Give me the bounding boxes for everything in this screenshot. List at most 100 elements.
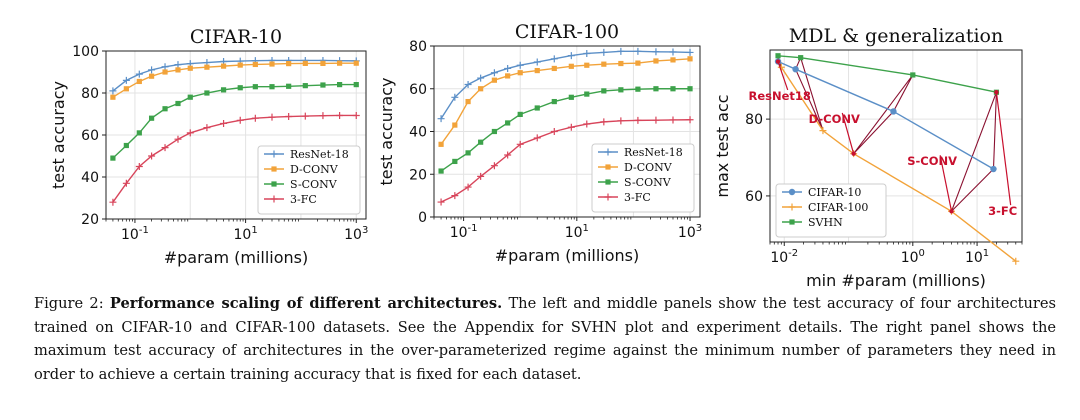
data-point <box>237 62 243 68</box>
data-point <box>220 87 227 93</box>
x-tick-label: 101 <box>233 225 257 243</box>
data-point <box>491 77 497 83</box>
x-tick-label: 10-1 <box>121 225 149 243</box>
panel-mdl-generalization: MDL & generalization 60 80 10-2 100 101 min #p… <box>713 25 1023 290</box>
x-tick-label: 101 <box>965 248 989 266</box>
data-point <box>635 86 641 92</box>
data-point <box>465 150 471 156</box>
data-point <box>670 57 676 63</box>
data-point <box>162 106 168 112</box>
data-point <box>135 163 143 170</box>
data-point <box>618 60 624 67</box>
data-point <box>567 52 575 60</box>
data-point <box>516 61 524 69</box>
data-point <box>990 165 997 173</box>
legend-label: CIFAR-10 <box>808 186 861 199</box>
data-point <box>792 66 799 73</box>
data-point <box>452 122 458 128</box>
data-point <box>236 116 244 124</box>
data-point <box>669 116 677 124</box>
data-point <box>337 60 343 66</box>
data-point <box>148 152 156 160</box>
data-point <box>490 162 498 170</box>
data-point <box>251 114 259 122</box>
chart-title: CIFAR-100 <box>515 21 619 43</box>
data-point <box>584 91 590 97</box>
legend-label: SVHN <box>808 216 843 229</box>
data-point <box>618 87 624 93</box>
annotation-label: 3-FC <box>988 204 1017 218</box>
data-point <box>162 69 168 75</box>
legend-swatch-marker <box>271 181 277 187</box>
legend-swatch-marker <box>789 219 795 225</box>
y-tick-label: 60 <box>745 189 763 205</box>
data-point <box>687 56 693 62</box>
data-point <box>136 130 142 136</box>
data-point <box>465 98 471 105</box>
data-point <box>252 84 258 90</box>
legend-label: ResNet-18 <box>624 146 683 159</box>
data-point <box>491 128 497 135</box>
data-point <box>123 142 129 149</box>
data-point <box>437 198 445 206</box>
annotation-label: D-CONV <box>809 112 860 126</box>
legend-swatch-marker <box>788 188 796 196</box>
annotation-arrow <box>841 112 855 154</box>
legend-swatch-marker <box>270 150 278 158</box>
data-point <box>269 61 275 67</box>
annotation-label: ResNet18 <box>749 89 811 103</box>
panel-cifar10: CIFAR-10 20 40 60 80 100 10-1 101 103 #param (mil… <box>49 26 368 267</box>
legend-swatch-marker <box>605 164 611 170</box>
data-point <box>286 83 292 89</box>
data-point <box>110 155 116 161</box>
caption-bold-title: Performance scaling of different archite… <box>109 295 503 312</box>
data-point <box>203 124 211 132</box>
data-point <box>186 129 194 137</box>
figure-caption: Figure 2: Performance scaling of differe… <box>34 292 1056 386</box>
data-point <box>320 60 326 66</box>
data-point <box>187 94 193 100</box>
legend-swatch-marker <box>605 179 611 185</box>
annotation-arrowhead <box>949 209 954 214</box>
annotation-arrow <box>939 155 953 212</box>
data-point <box>583 120 591 128</box>
data-point <box>617 117 625 125</box>
data-point <box>490 69 498 77</box>
data-point <box>269 84 275 90</box>
data-point <box>353 60 359 66</box>
legend-label: 3-FC <box>290 193 317 206</box>
data-point <box>451 192 459 200</box>
legend-label: ResNet-18 <box>290 148 349 161</box>
data-point <box>600 118 608 126</box>
data-point <box>652 116 660 124</box>
caption-body: The left and middle panels show the test… <box>34 295 1056 383</box>
x-axis-label: #param (millions) <box>164 248 309 267</box>
series-line <box>777 55 997 93</box>
y-tick-label: 100 <box>72 44 99 60</box>
legend-label: D-CONV <box>624 161 673 174</box>
annotation-arrow <box>995 92 1012 206</box>
data-point <box>819 127 827 135</box>
data-point <box>551 98 557 105</box>
data-point <box>652 48 660 56</box>
annotation-arrowhead <box>775 59 781 64</box>
data-point <box>669 48 677 56</box>
figure-panels: CIFAR-10 20 40 60 80 100 10-1 101 103 #param (mil… <box>49 21 1023 290</box>
data-point <box>910 72 916 78</box>
data-point <box>451 93 459 101</box>
data-point <box>798 55 804 61</box>
data-point <box>220 63 227 69</box>
data-point <box>302 83 308 89</box>
data-point <box>653 58 659 64</box>
data-point <box>635 60 641 66</box>
y-tick-label: 40 <box>81 170 99 186</box>
x-tick-label: 103 <box>344 225 368 243</box>
data-point <box>161 63 169 71</box>
data-point <box>122 76 130 84</box>
y-axis-label: test accuracy <box>377 78 396 186</box>
data-point <box>302 60 308 66</box>
data-point <box>670 86 676 92</box>
data-point <box>617 47 625 55</box>
data-point <box>175 100 181 107</box>
data-point <box>516 140 524 148</box>
